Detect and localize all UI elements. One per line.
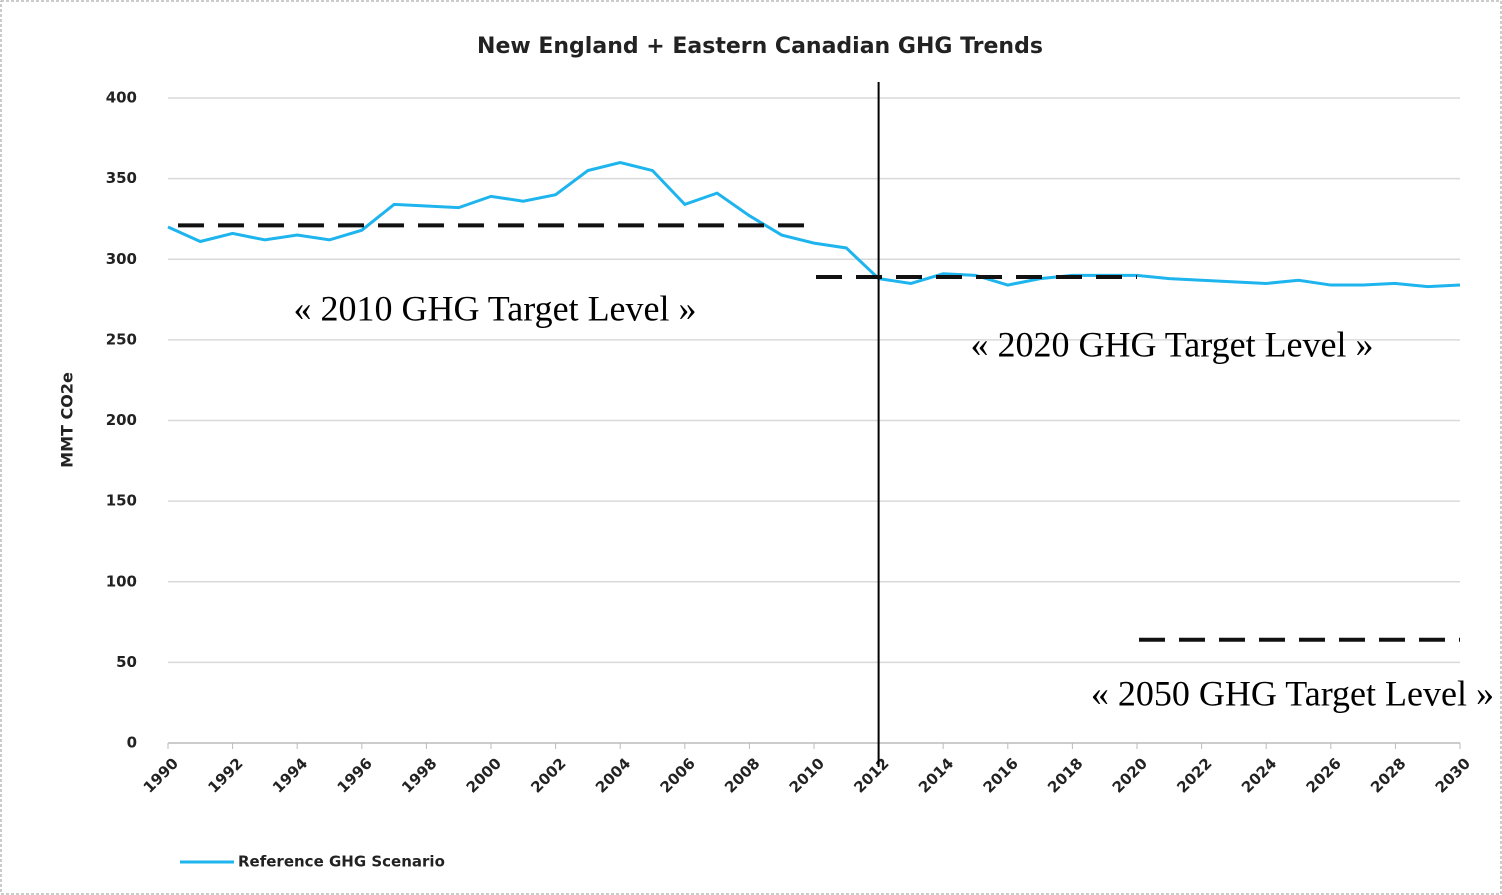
legend-label: Reference GHG Scenario — [238, 853, 445, 871]
target-label: « 2020 GHG Target Level » — [970, 324, 1373, 364]
target-label: « 2010 GHG Target Level » — [293, 288, 696, 328]
y-tick-label: 50 — [116, 653, 137, 671]
y-tick-label: 150 — [106, 492, 137, 510]
y-tick-label: 0 — [127, 734, 137, 752]
y-tick-label: 250 — [106, 330, 137, 348]
y-tick-label: 400 — [106, 89, 137, 107]
y-axis-label: MMT CO2e — [58, 372, 77, 468]
line-series — [167, 160, 1461, 289]
y-tick-label: 100 — [106, 572, 137, 590]
y-tick-label: 300 — [106, 250, 137, 268]
y-tick-label: 200 — [106, 411, 137, 429]
y-tick-label: 350 — [106, 169, 137, 187]
chart-title: New England + Eastern Canadian GHG Trend… — [477, 34, 1043, 59]
target-label: « 2050 GHG Target Level » — [1091, 673, 1494, 713]
